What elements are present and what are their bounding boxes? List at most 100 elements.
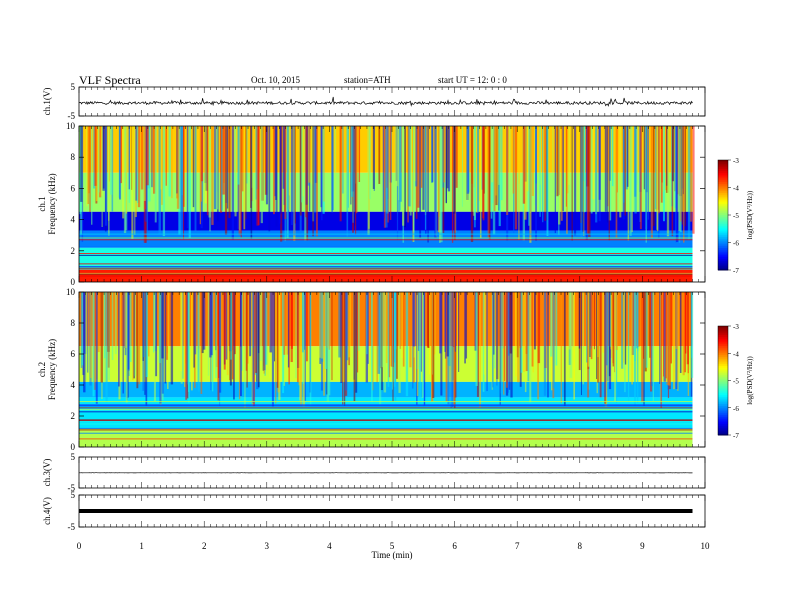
x-tick-label: 10 <box>701 541 711 551</box>
spectrogram-streak <box>590 292 593 360</box>
spectrogram-streak <box>240 126 242 238</box>
spectrogram-streak <box>118 126 121 198</box>
colorbar-segment <box>718 202 728 205</box>
colorbar-segment <box>718 433 728 436</box>
spectrogram-streak <box>586 292 588 363</box>
spectrogram-streak <box>323 126 325 202</box>
spectrogram-streak <box>464 292 466 364</box>
colorbar-segment <box>718 356 728 360</box>
spectrogram-streak <box>689 126 692 222</box>
spectrogram-streak <box>201 292 204 354</box>
spectrogram-streak <box>556 126 559 197</box>
colorbar-segment <box>718 172 728 176</box>
colorbar-segment <box>718 404 728 407</box>
colorbar-segment <box>718 335 728 338</box>
spectrogram-streak <box>529 126 532 243</box>
spectrogram-streak <box>98 126 100 193</box>
spectrogram-streak <box>508 292 510 356</box>
spectrogram-streak <box>672 292 676 390</box>
spectrogram-line <box>79 432 693 434</box>
colorbar-segment <box>718 378 728 381</box>
spectrogram-streak <box>683 126 685 212</box>
spectrogram-line <box>79 407 693 409</box>
spectrogram-streak <box>108 292 110 380</box>
start-time-label: start UT = 12: 0 : 0 <box>438 75 507 85</box>
spectrogram-streak <box>118 292 120 387</box>
colorbar-segment <box>718 231 728 234</box>
spectrogram-streak <box>558 126 560 235</box>
spectrogram-streak <box>180 126 183 234</box>
colorbar-segment <box>718 424 728 427</box>
spectrogram-streak <box>104 126 108 226</box>
spectrogram-streak <box>534 292 536 350</box>
spectrogram-streak <box>528 126 530 226</box>
spectrogram-streak <box>656 126 658 212</box>
spectrogram-streak <box>604 292 606 398</box>
spectrogram-streak <box>681 126 683 225</box>
spectrogram-streak <box>660 126 663 203</box>
spectrogram-streak <box>357 292 360 351</box>
spectrogram-line <box>79 421 693 423</box>
spectrogram-streak <box>629 126 632 236</box>
spectrogram-streak <box>247 292 249 364</box>
spectrogram-streak <box>587 292 590 367</box>
spectrogram-streak <box>660 292 663 408</box>
spectrogram-streak <box>89 126 91 213</box>
colorbar-segment <box>718 266 728 269</box>
colorbar-segment <box>718 395 728 398</box>
spectrogram-streak <box>124 292 127 348</box>
colorbar-segment <box>718 251 728 254</box>
spectrogram-streak <box>651 292 653 387</box>
spectrogram-streak <box>213 126 217 210</box>
colorbar-tick-label: -5 <box>733 378 739 386</box>
spectrogram-streak <box>531 126 534 196</box>
spectrogram-streak <box>684 126 687 227</box>
colorbar-segment <box>718 193 728 196</box>
spectrogram-streak <box>252 292 255 404</box>
spectrogram-streak <box>580 126 583 238</box>
colorbar-tick-label: -3 <box>733 157 739 165</box>
spectrogram-streak <box>244 292 246 408</box>
colorbar-segment <box>718 326 728 329</box>
spectrogram-streak <box>658 126 660 214</box>
spectrogram-streak <box>377 292 381 374</box>
colorbar-segment <box>718 362 728 365</box>
colorbar-segment <box>718 259 728 262</box>
spectrogram-streak <box>572 292 575 347</box>
spectrogram-streak <box>246 126 248 184</box>
figure-title: VLF Spectra <box>79 73 141 87</box>
spectrogram-streak <box>552 292 555 389</box>
spectrogram-line <box>79 419 693 421</box>
spectrogram-streak <box>563 292 566 406</box>
y-tick-label: 2 <box>71 411 76 421</box>
spectrogram-streak <box>255 126 257 200</box>
spectrogram-streak <box>476 292 479 397</box>
time-axis: 0 1 2 3 4 5 6 7 8 9 10 Time (min) <box>77 541 710 560</box>
spectrogram-streak <box>684 292 687 354</box>
spectrogram-streak <box>222 126 225 195</box>
colorbar-segment <box>718 360 728 363</box>
spectrogram-streak <box>182 292 184 379</box>
spectrogram-streak <box>389 126 392 220</box>
spectrogram-streak <box>105 292 108 403</box>
spectrogram-streak <box>569 292 573 378</box>
spectrogram-streak <box>206 126 209 216</box>
spectrogram-streak <box>599 292 602 398</box>
spectrogram-streak <box>643 292 645 359</box>
spectrogram-streak <box>249 292 251 357</box>
colorbar-segment <box>718 391 728 394</box>
spectrogram-streak <box>505 292 508 388</box>
colorbar-segment <box>718 353 728 356</box>
spectrogram-streak <box>100 292 103 383</box>
spectrogram-streak <box>445 292 448 402</box>
spectrogram-streak <box>547 292 549 398</box>
colorbar-segment <box>718 375 728 378</box>
spectrogram-streak <box>382 126 385 219</box>
spectrogram-streak <box>615 292 618 351</box>
spectrogram-streak <box>508 292 511 390</box>
spectrogram-streak <box>334 126 337 201</box>
spectrogram-streak <box>493 292 495 355</box>
spectrogram-streak <box>517 292 520 383</box>
y-axis-label: ch.2 <box>37 362 47 377</box>
spectrogram-streak <box>473 126 477 221</box>
